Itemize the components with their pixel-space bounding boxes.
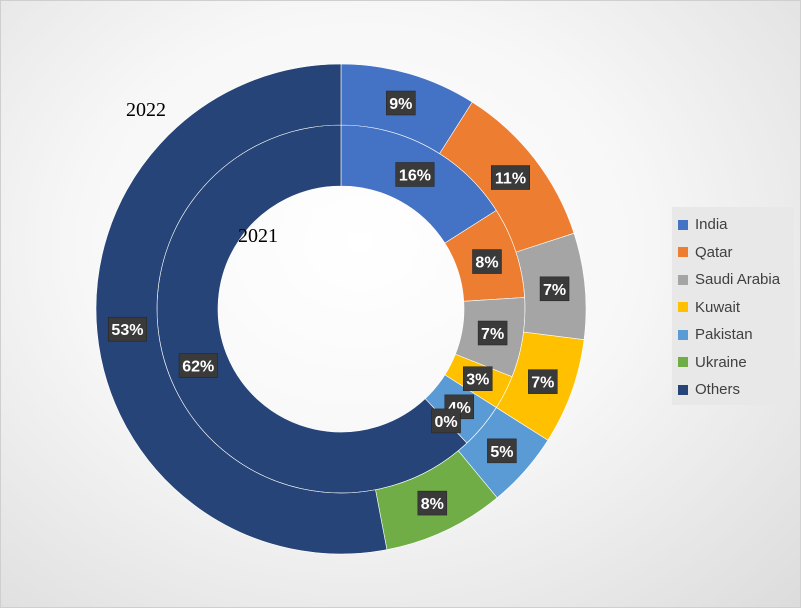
data-label-text: 62% [182, 359, 214, 376]
legend-swatch [678, 274, 688, 285]
legend-item: Ukraine [678, 349, 794, 377]
data-label-text: 8% [475, 255, 498, 272]
data-label-text: 16% [399, 167, 431, 184]
legend-item: Saudi Arabia [678, 266, 794, 294]
legend-label: India [695, 216, 728, 234]
data-label-box [490, 165, 530, 190]
legend-swatch [678, 219, 688, 230]
data-label-box [417, 490, 448, 516]
data-label: 7% [477, 320, 508, 346]
data-label-box [395, 162, 435, 187]
data-label-box [487, 438, 517, 464]
legend-label: Pakistan [695, 326, 753, 344]
data-label-text: 3% [466, 372, 489, 389]
legend-item: Others [678, 376, 794, 404]
data-label-box [178, 353, 218, 378]
data-label-text: 8% [421, 496, 444, 513]
data-label: 16% [395, 162, 435, 187]
legend-swatch [678, 329, 688, 340]
data-label-box [539, 276, 570, 302]
data-label-text: 9% [389, 96, 412, 113]
outer-ring-label: 2022 [126, 99, 166, 121]
data-label: 62% [178, 353, 218, 378]
legend-item: Qatar [678, 239, 794, 267]
data-label: 7% [539, 276, 570, 302]
legend-swatch [678, 357, 688, 368]
legend-item: Kuwait [678, 294, 794, 322]
data-label-box [107, 316, 147, 342]
data-label-text: 7% [531, 375, 554, 392]
data-label: 0% [431, 408, 461, 434]
data-label: 9% [386, 90, 416, 116]
legend-item: Pakistan [678, 321, 794, 349]
data-label: 8% [417, 490, 448, 516]
legend-label: Saudi Arabia [695, 271, 781, 289]
data-label-text: 11% [495, 171, 526, 188]
legend-swatch [678, 302, 688, 313]
legend-swatch [678, 247, 688, 258]
data-label-text: 7% [543, 282, 566, 299]
legend-label: Kuwait [695, 298, 741, 316]
data-label: 53% [107, 316, 147, 342]
legend-label: Others [695, 381, 741, 399]
donut-slice [95, 63, 388, 555]
legend-label: Qatar [695, 243, 733, 261]
inner-ring-label: 2021 [238, 225, 278, 247]
legend-swatch [678, 384, 688, 395]
data-label-box [528, 369, 558, 394]
data-label: 8% [472, 249, 502, 274]
data-label: 11% [490, 165, 530, 190]
data-label: 7% [528, 369, 558, 394]
data-label-text: 5% [490, 444, 513, 461]
data-label-box [431, 408, 461, 434]
data-label-text: 7% [481, 326, 504, 343]
chart-legend: India Qatar Saudi Arabia Kuwait Pakistan… [672, 207, 794, 405]
data-label-text: 0% [435, 414, 458, 431]
data-label: 3% [463, 366, 493, 391]
data-label-box [386, 90, 416, 116]
data-label-text: 53% [111, 322, 143, 339]
legend-item: India [678, 211, 794, 239]
data-label-box [477, 320, 508, 346]
data-label: 5% [487, 438, 517, 464]
data-label-box [472, 249, 502, 274]
legend-label: Ukraine [695, 353, 747, 371]
data-label-box [463, 366, 493, 391]
